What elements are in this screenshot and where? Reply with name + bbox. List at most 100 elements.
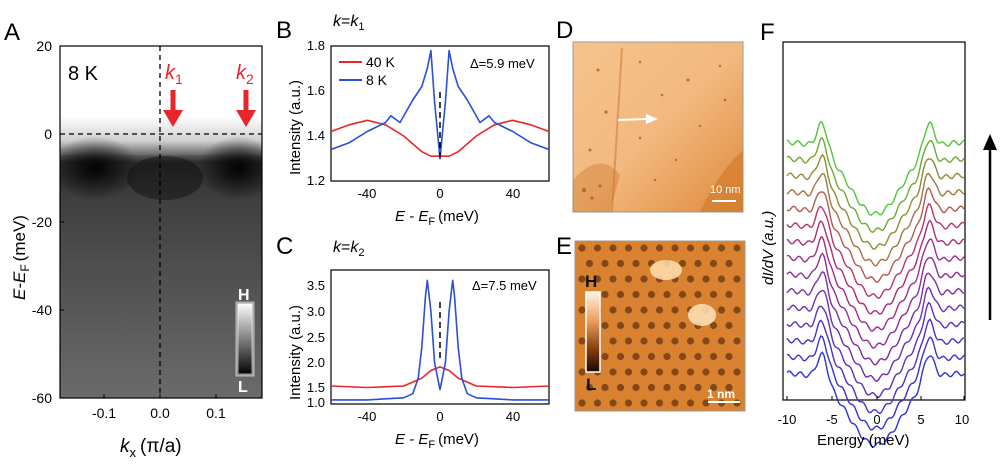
panel-c: C k=k2 Δ=7.5 meV 3.5 3.0 2.5 2.0 1.5 1.0…: [276, 233, 550, 451]
lattice-site: [640, 399, 648, 407]
lattice-site: [585, 383, 594, 392]
lattice-site: [725, 352, 733, 361]
lattice-site: [663, 383, 671, 392]
lattice-site: [678, 259, 687, 268]
lattice-site: [694, 290, 702, 299]
lattice-site: [609, 399, 617, 407]
panel-b-xlabel: E - EF (meV): [395, 208, 479, 228]
panel-e-colorbar-high: H: [585, 272, 597, 291]
x-tick-label: 0.1: [206, 405, 226, 421]
lattice-site: [601, 290, 609, 299]
x-tick-label: 40: [506, 186, 520, 201]
lattice-site: [640, 337, 648, 345]
x-tick-label: 0.0: [150, 405, 170, 421]
lattice-site: [647, 383, 656, 392]
lattice-site: [702, 368, 710, 376]
lattice-site: [709, 290, 718, 299]
lattice-site: [733, 306, 741, 314]
lattice-site: [647, 321, 656, 330]
y-tick-label: 2.0: [307, 355, 325, 370]
lattice-site: [709, 383, 718, 392]
panel-c-yticks: 3.5 3.0 2.5 2.0 1.5 1.0: [307, 278, 325, 410]
lattice-site: [671, 337, 679, 345]
panel-f-plot: [786, 120, 965, 448]
didv-spectrum: [786, 318, 965, 415]
lattice-site: [702, 275, 710, 283]
legend-8k: 8 K: [366, 72, 388, 88]
lattice-site: [717, 337, 726, 345]
panel-b-xticks: -40 0 40: [358, 186, 521, 201]
x-tick-label: 0: [436, 409, 443, 424]
lattice-site: [624, 275, 633, 283]
lattice-site: [663, 321, 671, 330]
lattice-site: [640, 275, 648, 283]
panel-a-colorbar-high: H: [238, 287, 250, 304]
lattice-site: [624, 337, 633, 345]
panel-c-plot: [331, 279, 549, 401]
lattice-site: [616, 290, 625, 299]
didv-spectrum: [786, 334, 965, 431]
didv-spectrum: [786, 301, 965, 399]
panel-d: D 10 nm: [556, 17, 744, 213]
lattice-site: [671, 306, 679, 314]
x-tick-label: 5: [917, 412, 924, 427]
lattice-site: [686, 368, 695, 376]
lattice-site: [624, 306, 633, 314]
panel-f-xticks: -10 -5 0 5 10: [778, 412, 970, 427]
x-tick-label: 40: [506, 409, 520, 424]
lattice-site: [632, 321, 640, 330]
lattice-site: [624, 368, 633, 376]
didv-spectrum: [786, 252, 965, 349]
panel-c-ylabel: Intensity (a.u.): [287, 305, 304, 400]
lattice-site: [702, 244, 710, 252]
lattice-site: [593, 275, 602, 283]
didv-spectrum: [786, 186, 965, 284]
k2-marker-label: k2: [236, 62, 254, 87]
didv-spectrum: [786, 137, 965, 234]
lattice-site: [640, 306, 648, 314]
x-tick-label: -40: [358, 186, 377, 201]
lattice-site: [694, 383, 702, 392]
y-tick-label: 1.5: [307, 380, 325, 395]
didv-spectrum: [786, 236, 965, 332]
didv-spectrum: [786, 271, 965, 366]
lattice-site: [725, 290, 733, 299]
lattice-site: [694, 259, 702, 268]
lattice-site: [632, 383, 640, 392]
lattice-site: [609, 244, 617, 252]
panel-b-ylabel: Intensity (a.u.): [287, 80, 304, 175]
lattice-site: [655, 244, 664, 252]
series-line-8k: [331, 49, 549, 160]
panel-c-xticks: -40 0 40: [358, 409, 521, 424]
lattice-site: [733, 368, 741, 376]
lattice-site: [655, 337, 664, 345]
stm-topography-image: [572, 41, 744, 213]
y-tick-label: 3.5: [307, 278, 325, 293]
x-tick-label: -10: [778, 412, 797, 427]
lattice-site: [717, 244, 726, 252]
lattice-site: [640, 244, 648, 252]
didv-spectrum: [786, 172, 965, 267]
didv-spectrum: [786, 120, 965, 216]
y-tick-label: 20: [36, 38, 52, 54]
panel-b: B k=k1 40 K 8 K Δ=5.9 meV 1.8 1.6 1.4 1.…: [276, 13, 550, 228]
lattice-site: [601, 383, 609, 392]
lattice-site: [609, 306, 617, 314]
panel-f: F -10 -5 0 5 10 Energy (meV) dI/dV (a.u.…: [760, 19, 997, 449]
panel-c-label: C: [276, 233, 293, 260]
lattice-site: [725, 321, 733, 330]
lattice-site: [678, 352, 687, 361]
lattice-site: [578, 399, 586, 407]
y-tick-label: 2.5: [307, 330, 325, 345]
lattice-site: [632, 290, 640, 299]
x-tick-label: 10: [955, 412, 969, 427]
panel-e-colorbar-low: L: [586, 375, 596, 394]
panel-b-label: B: [276, 17, 292, 44]
didv-spectrum: [786, 219, 965, 315]
lattice-site: [671, 368, 679, 376]
didv-spectrum: [786, 351, 965, 448]
lattice-site: [671, 399, 679, 407]
lattice-site: [686, 399, 695, 407]
lattice-site: [686, 337, 695, 345]
panel-b-legend: 40 K 8 K: [339, 54, 395, 88]
